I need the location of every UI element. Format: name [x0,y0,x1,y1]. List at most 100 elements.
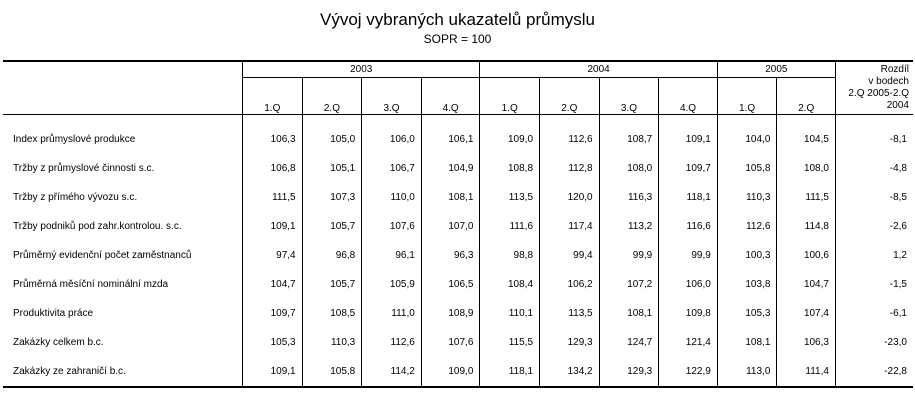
row-label: Tržby z průmyslové činnosti s.c. [13,163,155,174]
value-cell: 109,0 [479,125,540,154]
value-cell: 106,1 [420,125,480,154]
value-cell: 96,1 [361,241,422,270]
value-cell: 104,0 [716,125,777,154]
value-cell: 96,8 [301,241,362,270]
value-cell: 99,9 [598,241,659,270]
value-cell: 100,3 [716,241,777,270]
table-row: Tržby podniků pod zahr.kontrolou. s.c. 10… [3,212,913,241]
value-cell: 106,0 [658,270,718,299]
value-cell: 112,6 [539,125,600,154]
value-cell: 109,7 [658,154,718,183]
table-row: Průměrný evidenční počet zaměstnanců 97,4… [3,241,913,270]
quarter-header: 2.Q [301,77,362,115]
value-cell: 105,8 [301,357,362,388]
value-cell: 107,4 [776,299,836,328]
difference-header-line-3: 2.Q 2005-2.Q 2004 [848,88,909,111]
quarter-header: 1.Q [242,77,303,115]
indicators-table: 2003 2004 2005 Rozdíl v bodech 2.Q 2005-… [3,60,913,388]
value-cell: 118,1 [479,357,540,388]
value-cell: 113,5 [539,299,600,328]
table-row: Průměrná měsíční nominální mzda 104,7 105,… [3,270,913,299]
row-label: Index průmyslové produkce [13,134,136,145]
difference-header: Rozdíl v bodech 2.Q 2005-2.Q 2004 [834,60,913,115]
value-cell: 106,8 [242,154,303,183]
value-cell: 113,2 [598,212,659,241]
quarter-header: 3.Q [598,77,659,115]
value-cell: 111,5 [242,183,303,212]
value-cell: 110,1 [479,299,540,328]
quarter-header: 2.Q [776,77,836,115]
table-header: 2003 2004 2005 Rozdíl v bodech 2.Q 2005-… [3,60,913,115]
quarter-header: 1.Q [479,77,540,115]
value-cell: 105,0 [301,125,362,154]
value-cell: 110,3 [301,328,362,357]
value-cell: 106,7 [361,154,422,183]
row-label: Tržby podniků pod zahr.kontrolou. s.c. [13,221,182,232]
value-cell: 116,6 [658,212,718,241]
quarter-header-row: 1.Q 2.Q 3.Q 4.Q 1.Q 2.Q 3.Q 4.Q 1.Q 2.Q [3,77,913,115]
value-cell: 98,8 [479,241,540,270]
value-cell: 109,1 [658,125,718,154]
value-cell: 112,8 [539,154,600,183]
value-cell: 106,2 [539,270,600,299]
difference-cell: -8,1 [834,125,913,154]
value-cell: 110,3 [716,183,777,212]
value-cell: 104,5 [776,125,836,154]
page-title: Vývoj vybraných ukazatelů průmyslu [320,10,595,29]
table-row: Index průmyslové produkce 106,3 105,0 106,0… [3,125,913,154]
year-header-2005: 2005 [716,60,836,78]
value-cell: 108,0 [598,154,659,183]
value-cell: 108,8 [479,154,540,183]
value-cell: 108,1 [716,328,777,357]
value-cell: 100,6 [776,241,836,270]
table-row: Zakázky celkem b.c. 105,3 110,3 112,6 107,6 1… [3,328,913,357]
difference-cell: -23,0 [834,328,913,357]
value-cell: 114,8 [776,212,836,241]
difference-cell: -22,8 [834,357,913,388]
value-cell: 99,9 [658,241,718,270]
corner-cell [3,60,243,115]
difference-cell: -1,5 [834,270,913,299]
value-cell: 107,3 [301,183,362,212]
value-cell: 106,5 [420,270,480,299]
value-cell: 112,6 [716,212,777,241]
value-cell: 108,5 [301,299,362,328]
value-cell: 110,0 [361,183,422,212]
value-cell: 109,1 [242,357,303,388]
table-row: Zakázky ze zahraničí b.c. 109,1 105,8 114,2… [3,357,913,388]
value-cell: 121,4 [658,328,718,357]
quarter-header: 3.Q [361,77,422,115]
page-subtitle: SOPR = 100 [423,32,492,46]
value-cell: 99,4 [539,241,600,270]
value-cell: 113,0 [716,357,777,388]
value-cell: 111,0 [361,299,422,328]
difference-cell: -4,8 [834,154,913,183]
value-cell: 107,2 [598,270,659,299]
row-label: Tržby z přímého vývozu s.c. [13,192,138,203]
value-cell: 109,0 [420,357,480,388]
value-cell: 108,9 [420,299,480,328]
value-cell: 108,7 [598,125,659,154]
value-cell: 116,3 [598,183,659,212]
quarter-header: 4.Q [658,77,718,115]
value-cell: 129,3 [539,328,600,357]
value-cell: 129,3 [598,357,659,388]
value-cell: 108,1 [420,183,480,212]
value-cell: 109,7 [242,299,303,328]
value-cell: 112,6 [361,328,422,357]
value-cell: 106,3 [242,125,303,154]
value-cell: 115,5 [479,328,540,357]
year-header-row: 2003 2004 2005 Rozdíl v bodech 2.Q 2005-… [3,60,913,115]
value-cell: 122,9 [658,357,718,388]
row-label: Zakázky celkem b.c. [13,337,104,348]
value-cell: 105,3 [716,299,777,328]
difference-cell: -8,5 [834,183,913,212]
year-header-2004: 2004 [479,60,718,78]
value-cell: 106,3 [776,328,836,357]
row-label: Produktivita práce [13,308,94,319]
value-cell: 109,1 [242,212,303,241]
year-header-2003: 2003 [242,60,480,78]
quarter-header: 4.Q [420,77,480,115]
row-label: Zakázky ze zahraničí b.c. [3,357,243,388]
value-cell: 124,7 [598,328,659,357]
